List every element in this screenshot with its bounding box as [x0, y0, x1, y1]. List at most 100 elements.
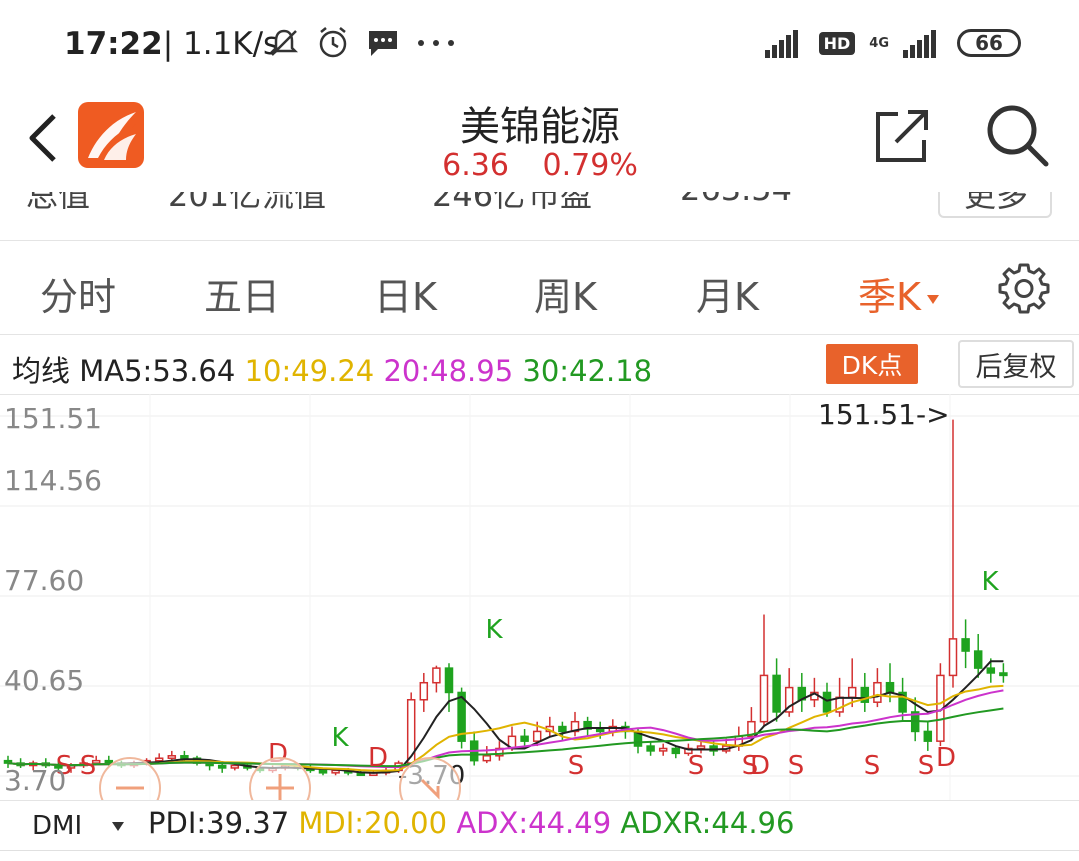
chevron-down-icon: [112, 821, 125, 831]
signal-marker: S: [864, 751, 881, 781]
indicator-name: DMI: [32, 811, 83, 841]
divider: [0, 240, 1079, 241]
signal-marker: S: [742, 751, 759, 781]
candle-down: [457, 691, 466, 742]
candle-up: [948, 638, 958, 677]
ma5-line: [7, 660, 1004, 774]
signal-marker: S: [56, 751, 73, 781]
candle-up: [167, 755, 177, 759]
candle-up: [847, 686, 857, 699]
candle-down: [986, 667, 996, 674]
tab-quarterly-k[interactable]: 季K: [858, 266, 939, 321]
search-icon[interactable]: [984, 102, 1050, 168]
candle-up: [873, 681, 882, 703]
bottom-strip: [0, 850, 1079, 861]
app-logo[interactable]: [78, 102, 144, 168]
divider: [0, 394, 1079, 395]
candle-down: [961, 638, 970, 652]
tab-five-day[interactable]: 五日: [204, 275, 281, 319]
summary-value: 201亿: [168, 192, 262, 214]
candle-down: [671, 747, 681, 755]
more-button-label: 更多: [964, 192, 1029, 214]
tab-intraday[interactable]: 分时: [40, 275, 117, 319]
candle-up: [658, 747, 668, 752]
signal-marker: S: [688, 751, 705, 781]
candle-up: [482, 755, 492, 762]
moving-average-row: 均线 MA5:53.64 10:49.24 20:48.95 30:42.18 …: [0, 336, 1079, 394]
signal-marker: K: [331, 723, 349, 753]
candle-down: [772, 674, 781, 713]
candle-up: [91, 759, 101, 764]
signal-marker: K: [981, 567, 999, 597]
dk-point-button[interactable]: DK点: [826, 344, 918, 384]
indicator-row: DMI PDI:39.37 MDI:20.00 ADX:44.49 ADXR:4…: [0, 800, 1079, 850]
signal-marker: S: [568, 751, 585, 781]
more-dots-icon: [418, 40, 454, 46]
y-tick-label: 151.51: [4, 402, 102, 435]
y-tick-label: 40.65: [4, 664, 84, 697]
back-icon[interactable]: [22, 110, 62, 166]
gear-icon[interactable]: [998, 262, 1050, 314]
mdi-value: MDI:20.00: [298, 806, 448, 840]
candle-down: [898, 691, 907, 713]
candle-up: [154, 757, 164, 762]
dmi-values: PDI:39.37 MDI:20.00 ADX:44.49 ADXR:44.96: [148, 806, 794, 840]
signal-marker: D: [368, 743, 388, 773]
candle-up: [432, 667, 441, 684]
candle-down: [104, 759, 114, 764]
share-icon[interactable]: [872, 106, 932, 166]
candle-down: [520, 735, 529, 742]
tab-weekly-k[interactable]: 周K: [534, 275, 597, 319]
max-price-marker: 151.51->: [818, 398, 950, 431]
network-type: 4G: [869, 35, 889, 51]
period-tabs: 分时 五日 日K 周K 月K 季K: [0, 242, 1079, 334]
signal-marker: K: [485, 615, 503, 645]
signal-marker: D: [750, 751, 770, 781]
candle-up: [419, 681, 429, 701]
top-nav: 美锦能源 6.36 0.79%: [0, 92, 1079, 192]
notification-muted-icon: [269, 29, 299, 56]
divider: [0, 334, 1079, 335]
candle-down: [595, 728, 605, 733]
signal-icon-secondary: [903, 30, 936, 58]
ma5-value: MA5:53.64: [79, 354, 236, 388]
divider: [0, 800, 1079, 801]
candle-up: [759, 674, 769, 723]
status-time: 17:22| 1.1K/s: [64, 26, 280, 62]
tab-daily-k[interactable]: 日K: [374, 275, 437, 319]
ma-values: 均线 MA5:53.64 10:49.24 20:48.95 30:42.18: [12, 348, 652, 390]
pdi-value: PDI:39.37: [148, 806, 290, 840]
candle-down: [885, 681, 895, 694]
stock-price: 6.36: [442, 148, 509, 183]
stock-name: 美锦能源: [460, 104, 620, 150]
message-icon: [369, 31, 397, 56]
candle-down: [444, 667, 454, 694]
more-button[interactable]: 更多: [938, 192, 1052, 218]
indicator-select[interactable]: DMI: [18, 806, 142, 846]
candle-down: [180, 755, 189, 759]
adx-value: ADX:44.49: [456, 806, 612, 840]
battery-icon: 66: [957, 29, 1021, 57]
summary-label: 总值: [26, 192, 91, 214]
alarm-icon: [319, 27, 347, 58]
candle-up: [784, 686, 794, 713]
back-adjust-button[interactable]: 后复权: [958, 340, 1074, 388]
ma30-value: 30:42.18: [522, 354, 653, 388]
summary-label: 流值: [262, 192, 327, 214]
hd-badge: HD: [818, 31, 856, 55]
ma10-value: 10:49.24: [244, 354, 375, 388]
y-tick-label: 3.70: [4, 764, 66, 797]
ma30-line: [7, 707, 1004, 768]
status-right-icons: HD 4G 66: [764, 28, 1021, 58]
tab-monthly-k[interactable]: 月K: [696, 275, 759, 319]
summary-value: 246亿: [432, 192, 526, 214]
signal-marker: S: [918, 751, 935, 781]
candle-down: [646, 745, 655, 752]
candle-down: [999, 672, 1008, 677]
candle-down: [318, 769, 328, 774]
candle-up: [331, 769, 340, 774]
